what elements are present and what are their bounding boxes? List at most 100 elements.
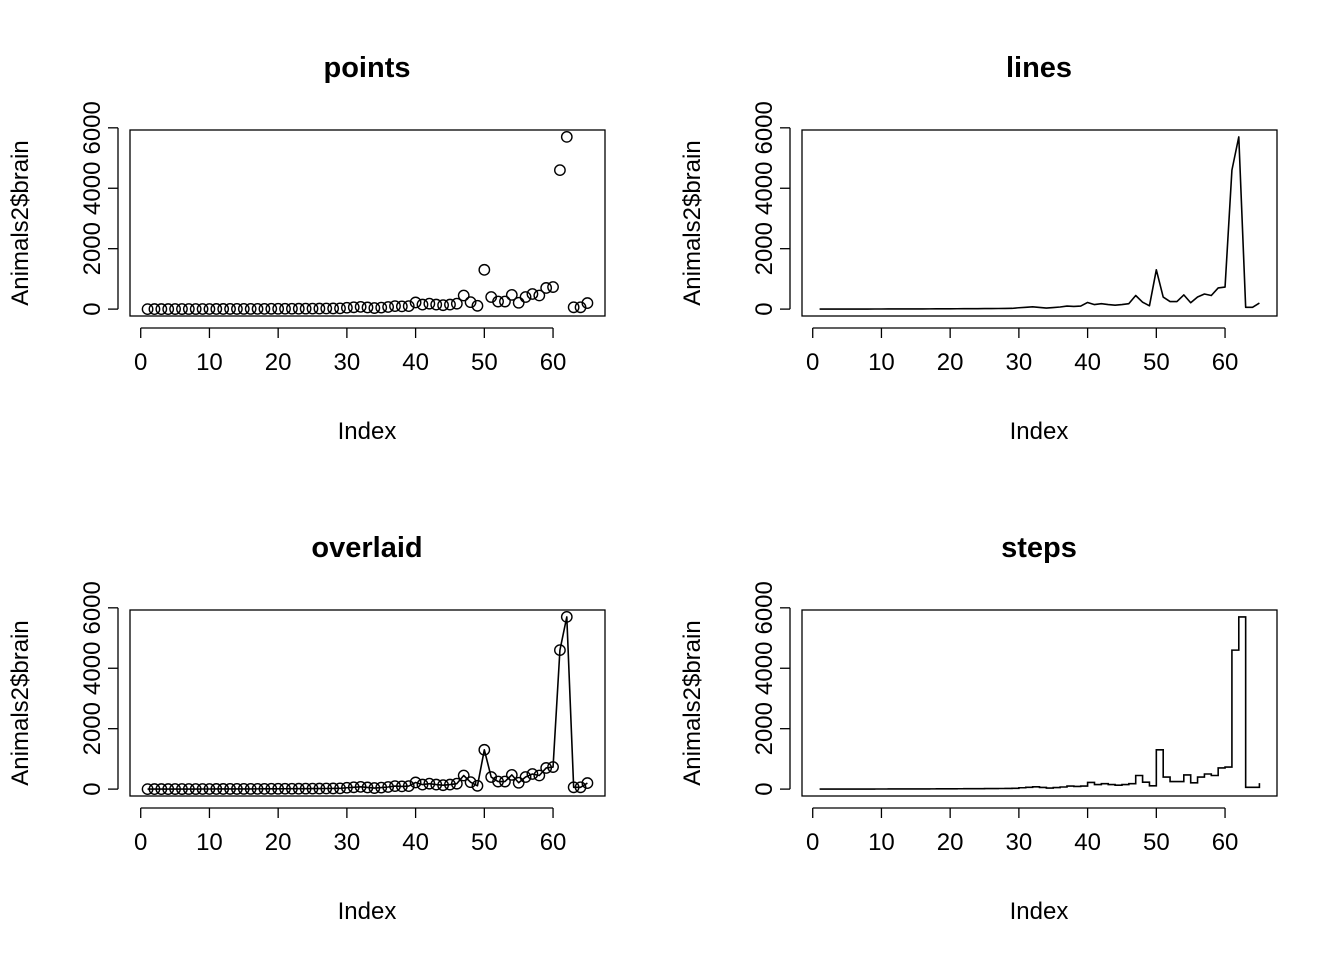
data-point — [217, 783, 230, 795]
y-axis-label: Animals2$brain — [7, 620, 34, 785]
data-point — [313, 782, 326, 795]
data-point — [540, 282, 553, 294]
plot-frame — [129, 609, 606, 797]
data-point — [176, 783, 188, 795]
data-point — [231, 303, 243, 315]
y-tick-label: 2000 — [79, 702, 106, 755]
data-point — [457, 769, 470, 782]
data-point — [512, 776, 525, 789]
data-point — [361, 301, 374, 314]
data-point — [244, 783, 257, 795]
data-point — [464, 296, 477, 309]
data-point — [450, 777, 463, 790]
y-axis-label: Animals2$brain — [679, 140, 706, 305]
data-point — [409, 296, 422, 309]
data-point — [258, 302, 271, 315]
data-point — [196, 303, 209, 315]
data-point — [169, 783, 181, 795]
y-tick-label: 6000 — [751, 581, 778, 634]
data-point — [395, 300, 408, 313]
data-point — [203, 303, 216, 315]
x-tick-label: 20 — [265, 829, 292, 856]
data-point — [224, 303, 236, 315]
data-point — [581, 297, 594, 309]
y-tick-label: 4000 — [751, 162, 778, 215]
data-point — [354, 780, 367, 793]
data-point — [533, 289, 546, 302]
x-axis-label: Index — [338, 418, 397, 445]
data-point — [430, 298, 443, 311]
data-point — [375, 781, 388, 794]
data-point — [368, 302, 381, 314]
y-tick-label: 2000 — [751, 702, 778, 755]
data-point — [402, 780, 415, 792]
data-point — [519, 771, 532, 783]
x-tick-label: 50 — [1143, 349, 1170, 376]
data-point — [526, 768, 539, 780]
data-point — [141, 303, 154, 316]
data-point — [251, 302, 264, 315]
data-point — [210, 303, 223, 315]
data-point — [265, 302, 278, 315]
series-line — [147, 616, 588, 790]
data-point — [313, 302, 326, 315]
data-point — [382, 301, 395, 313]
data-point — [203, 783, 216, 795]
x-tick-label: 30 — [334, 349, 361, 376]
data-point — [334, 302, 346, 315]
data-point — [265, 782, 278, 795]
data-point — [471, 779, 484, 792]
y-tick-label: 0 — [751, 302, 778, 315]
x-tick-label: 30 — [1006, 349, 1033, 376]
x-tick-label: 40 — [1074, 349, 1101, 376]
data-point — [244, 302, 257, 315]
series-line — [819, 136, 1260, 310]
data-point — [286, 782, 298, 795]
data-point — [292, 302, 305, 315]
chart-title: overlaid — [311, 532, 422, 564]
data-point — [306, 302, 319, 315]
data-point — [196, 783, 209, 795]
data-point — [567, 781, 580, 794]
y-tick-label: 2000 — [79, 222, 106, 275]
data-point — [272, 302, 285, 315]
data-point — [176, 303, 188, 315]
data-point — [141, 783, 154, 796]
data-point — [368, 782, 381, 794]
data-point — [416, 778, 429, 791]
plot-frame — [801, 609, 1278, 797]
data-point — [347, 781, 360, 794]
data-point — [547, 761, 559, 773]
data-point — [554, 644, 566, 657]
data-point — [354, 300, 367, 313]
x-tick-label: 20 — [937, 829, 964, 856]
data-point — [258, 782, 271, 795]
y-tick-label: 0 — [79, 302, 106, 315]
x-tick-label: 0 — [134, 349, 147, 376]
data-point — [162, 303, 175, 315]
x-tick-label: 60 — [1212, 829, 1239, 856]
y-tick-label: 6000 — [79, 101, 106, 154]
x-tick-label: 10 — [196, 829, 223, 856]
panel-overlaid: overlaid 0 10 20 30 40 50 60 0 2000 4000 6000 Index… — [7, 532, 606, 925]
data-point — [505, 289, 518, 301]
data-point — [430, 778, 443, 791]
data-point — [272, 782, 285, 795]
x-tick-label: 0 — [806, 829, 819, 856]
x-tick-label: 30 — [1006, 829, 1033, 856]
data-point — [361, 781, 374, 794]
data-point — [402, 300, 415, 312]
data-point — [526, 288, 539, 300]
data-point — [306, 782, 319, 795]
data-point — [340, 301, 353, 314]
data-point — [389, 780, 401, 792]
data-point — [437, 779, 449, 792]
data-point — [237, 302, 250, 315]
x-tick-label: 0 — [134, 829, 147, 856]
data-point — [533, 769, 546, 782]
data-point — [148, 783, 161, 795]
data-point — [519, 291, 532, 303]
x-axis-label: Index — [1010, 418, 1069, 445]
y-tick-label: 4000 — [751, 642, 778, 695]
